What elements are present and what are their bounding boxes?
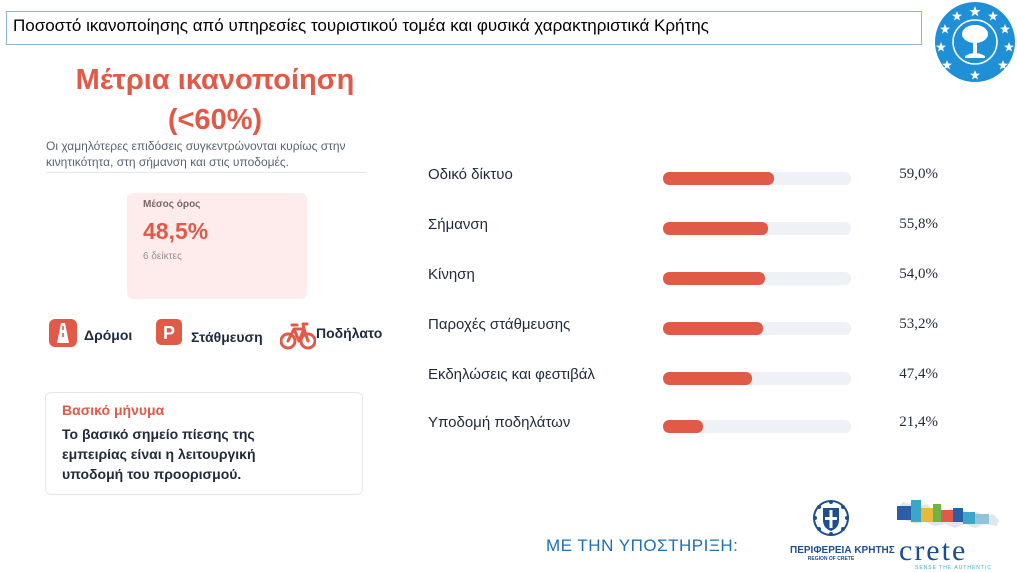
category-roads: Δρόμοι [48, 318, 132, 351]
satisfaction-headline: Μέτρια ικανοποίηση (<60%) [40, 60, 390, 140]
chart-row-label: Οδικό δίκτυο [428, 166, 513, 183]
page-title-text: Ποσοστό ικανοποίησης από υπηρεσίες τουρι… [13, 16, 709, 35]
category-bicycle: Ποδήλατο [279, 318, 383, 355]
olive-tree-stars-emblem-icon [935, 2, 1015, 82]
chart-value-label: 21,4% [899, 414, 938, 430]
average-value: 48,5% [143, 218, 209, 244]
crete-tagline: SENSE THE AUTHENTIC [915, 565, 992, 571]
region-name: ΠΕΡΙΦΕΡΕΙΑ ΚΡΗΤΗΣ [790, 545, 895, 556]
page-title: Ποσοστό ικανοποίησης από υπηρεσίες τουρι… [6, 11, 922, 45]
divider [46, 172, 366, 173]
key-message-card: Βασικό μήνυμα Το βασικό σημείο πίεσης τη… [45, 392, 363, 495]
chart-bar [663, 172, 774, 185]
chart-row: Εκδηλώσεις και φεστιβάλ 47,4% [428, 366, 948, 386]
chart-bar [663, 222, 768, 235]
crete-island-icon [897, 500, 999, 528]
summary-description: Οι χαμηλότερες επιδόσεις συγκεντρώνονται… [46, 139, 346, 169]
bicycle-icon [279, 318, 317, 355]
chart-value-label: 47,4% [899, 366, 938, 382]
region-of-crete-logo: ΠΕΡΙΦΕΡΕΙΑ ΚΡΗΤΗΣ REGION OF CRETE [790, 498, 895, 568]
chart-value-label: 55,8% [899, 216, 938, 232]
greek-coat-of-arms-icon [813, 500, 849, 536]
region-subtitle: REGION OF CRETE [807, 556, 855, 562]
chart-row: Κίνηση 54,0% [428, 266, 948, 286]
support-text: ΜΕ ΤΗΝ ΥΠΟΣΤΗΡΙΞΗ: [546, 536, 739, 555]
headline-line-1: Μέτρια ικανοποίηση [75, 64, 355, 96]
chart-bar [663, 322, 764, 335]
chart-row: Υποδομή ποδηλάτων 21,4% [428, 414, 948, 434]
chart-row: Παροχές στάθμευσης 53,2% [428, 316, 948, 336]
chart-bar-track [663, 222, 851, 235]
key-message-body: Το βασικό σημείο πίεσης της εμπειρίας εί… [62, 426, 256, 482]
category-parking: P Στάθμευση [155, 318, 263, 349]
crete-brand-logo: crete SENSE THE AUTHENTIC [893, 494, 1003, 572]
svg-text:P: P [163, 323, 175, 343]
parking-icon: P [155, 318, 183, 349]
chart-bar [663, 372, 753, 385]
crete-wordmark: crete [899, 534, 968, 567]
chart-bar-track [663, 272, 851, 285]
chart-bar-track [663, 322, 851, 335]
chart-row-label: Παροχές στάθμευσης [428, 316, 571, 333]
chart-value-label: 59,0% [899, 166, 938, 182]
road-icon [48, 318, 78, 351]
category-bicycle-label: Ποδήλατο [316, 324, 383, 341]
chart-bar-track [663, 420, 851, 433]
chart-row: Σήμανση 55,8% [428, 216, 948, 236]
average-label: Μέσος όρος [143, 199, 201, 210]
chart-value-label: 54,0% [899, 266, 938, 282]
average-indicator-count: 6 δείκτες [143, 251, 182, 262]
chart-bar [663, 272, 765, 285]
category-roads-label: Δρόμοι [84, 326, 133, 343]
chart-row-label: Εκδηλώσεις και φεστιβάλ [428, 366, 595, 383]
headline-line-2: (<60%) [167, 104, 263, 136]
average-card: Μέσος όρος 48,5% 6 δείκτες [127, 193, 307, 299]
chart-row-label: Κίνηση [428, 266, 475, 283]
key-message-title: Βασικό μήνυμα [62, 402, 165, 418]
category-parking-label: Στάθμευση [191, 328, 263, 345]
chart-value-label: 53,2% [899, 316, 938, 332]
chart-row: Οδικό δίκτυο 59,0% [428, 166, 948, 186]
chart-bar [663, 420, 704, 433]
chart-bar-track [663, 172, 851, 185]
chart-row-label: Υποδομή ποδηλάτων [428, 414, 571, 431]
chart-row-label: Σήμανση [428, 216, 489, 233]
chart-bar-track [663, 372, 851, 385]
